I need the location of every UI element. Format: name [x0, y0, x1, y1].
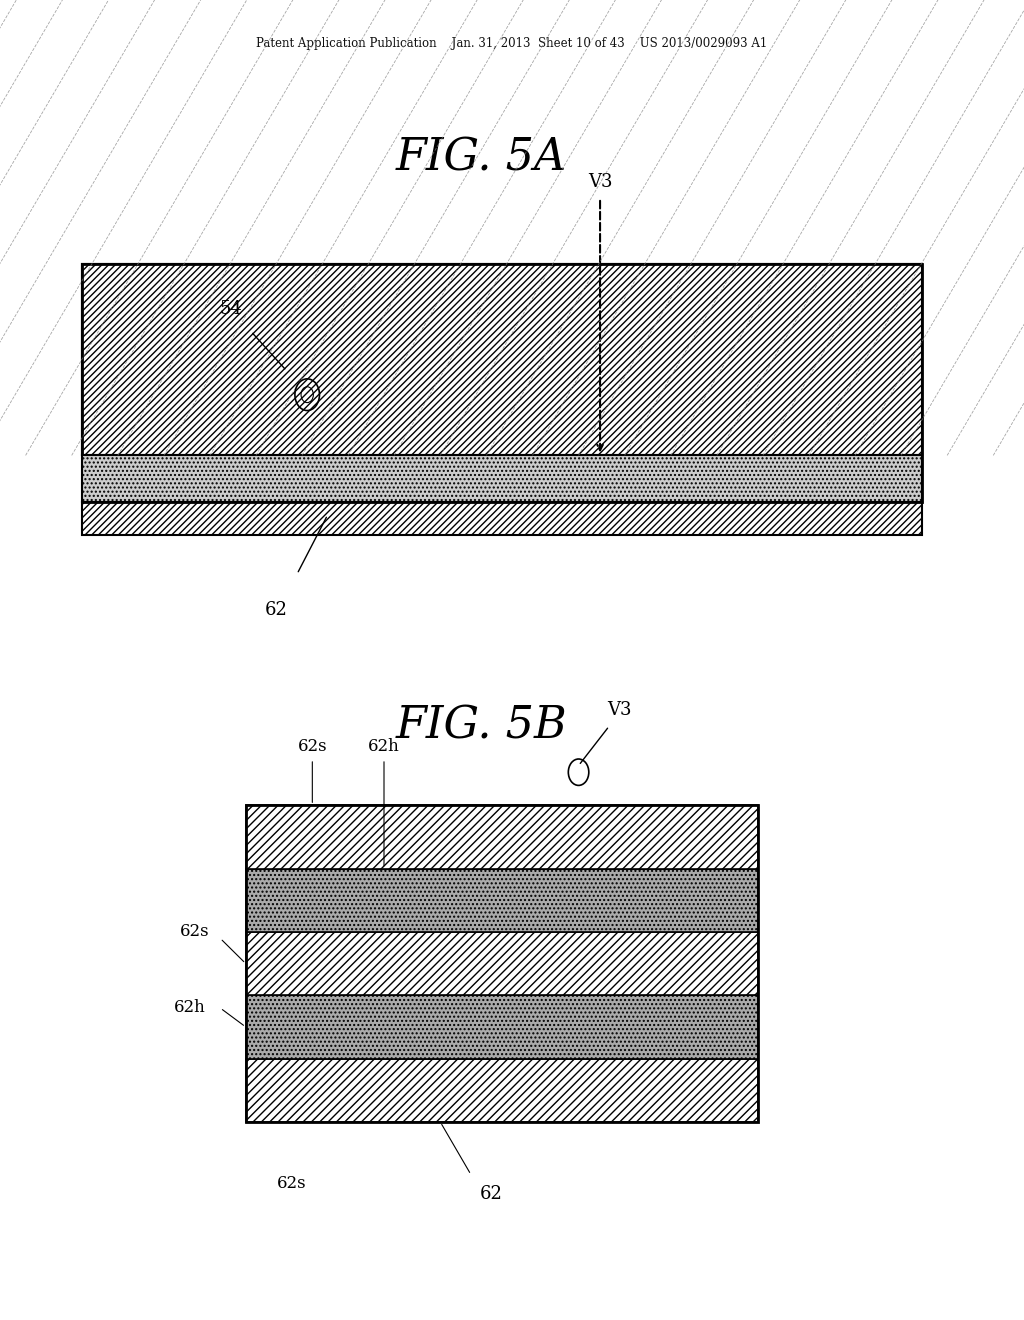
Text: V3: V3: [588, 173, 612, 191]
Text: 62: 62: [265, 601, 288, 619]
Bar: [246, 995, 758, 1059]
Text: 54: 54: [219, 300, 242, 318]
Text: Patent Application Publication    Jan. 31, 2013  Sheet 10 of 43    US 2013/00290: Patent Application Publication Jan. 31, …: [256, 37, 768, 50]
Text: FIG. 5A: FIG. 5A: [395, 137, 567, 180]
Bar: [82, 455, 922, 502]
Bar: [246, 805, 758, 869]
Bar: [82, 264, 922, 455]
Text: 62: 62: [480, 1185, 503, 1204]
Text: 62h: 62h: [368, 738, 400, 755]
Bar: [82, 264, 922, 455]
Text: 62s: 62s: [180, 924, 209, 940]
Text: 62s: 62s: [278, 1175, 306, 1192]
Bar: [246, 869, 758, 932]
Bar: [246, 932, 758, 995]
Text: 62h: 62h: [173, 999, 206, 1016]
Bar: [82, 502, 922, 535]
Bar: [246, 1059, 758, 1122]
Bar: [246, 805, 758, 1122]
Text: V3: V3: [607, 701, 632, 719]
Text: 62s: 62s: [298, 738, 327, 755]
Text: FIG. 5B: FIG. 5B: [395, 705, 567, 747]
